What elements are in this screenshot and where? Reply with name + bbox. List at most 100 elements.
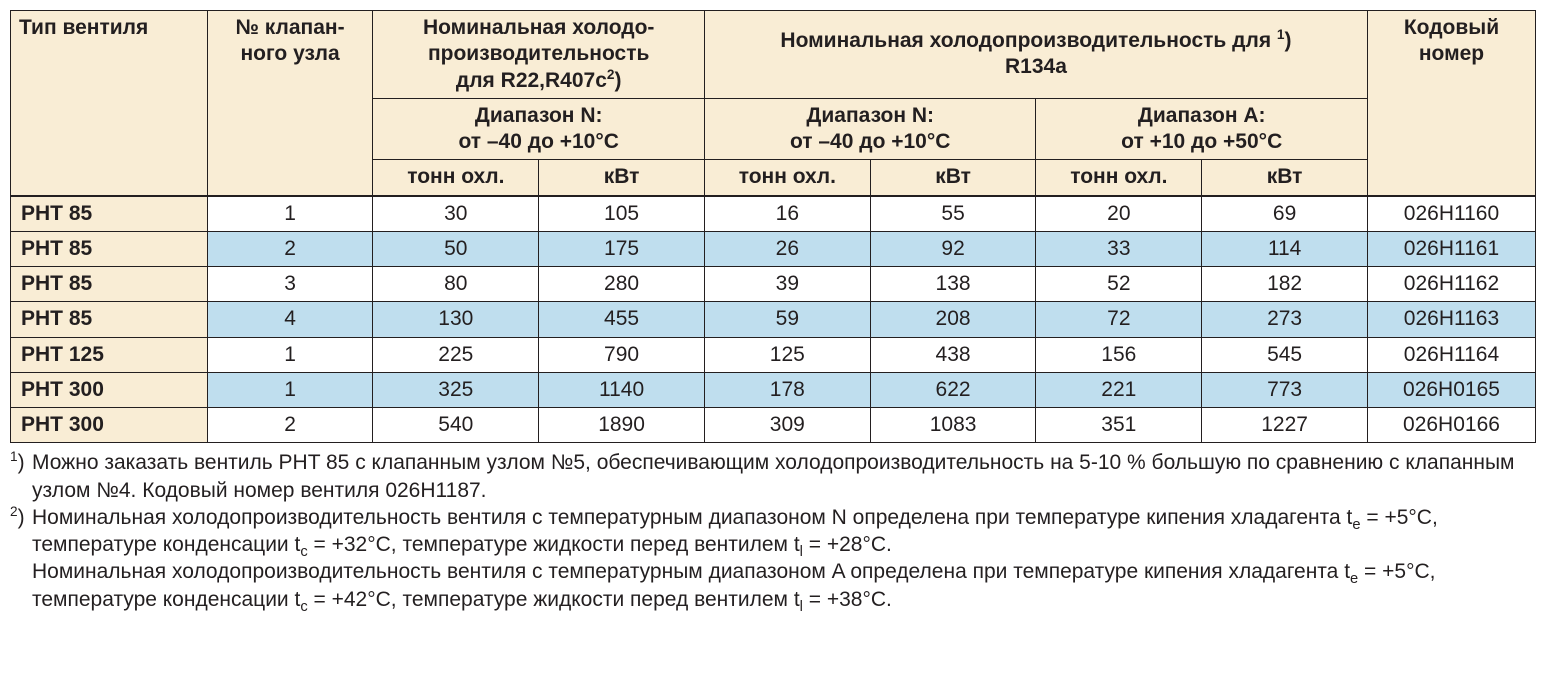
footnote-1-text: Можно заказать вентиль PHT 85 с клапанны…	[32, 449, 1536, 504]
col-r22-l1: Номинальная холодо-	[423, 16, 654, 39]
cell-valve-type: PHT 300	[11, 372, 208, 407]
footnotes: 1) Можно заказать вентиль PHT 85 с клапа…	[10, 449, 1536, 613]
col-code-l1: Кодовый	[1404, 16, 1499, 39]
fn2b4: = +38°C.	[803, 588, 892, 611]
cell-valve-no: 2	[207, 231, 373, 266]
r134a-rangeN-l2: от –40 до +10°C	[790, 130, 950, 153]
footnote-2: 2) Номинальная холодопроизводительность …	[10, 504, 1536, 613]
cell-r134aN-kw: 1083	[870, 408, 1036, 443]
cell-code: 026H1162	[1367, 267, 1535, 302]
cell-r134aA-tons: 20	[1036, 196, 1202, 232]
col-r134a-rangeN: Диапазон N: от –40 до +10°C	[704, 98, 1036, 160]
col-r134a-sup: 1	[1277, 27, 1285, 42]
cell-r22-tons: 50	[373, 231, 539, 266]
cell-r134aA-kw: 273	[1202, 302, 1368, 337]
cell-r134aA-tons: 33	[1036, 231, 1202, 266]
fn2a3: = +32°C, температуре жидкости перед вент…	[308, 533, 800, 556]
cell-r134aN-tons: 178	[704, 372, 870, 407]
col-valve-no: № клапан- ного узла	[207, 11, 373, 196]
cell-r134aA-tons: 351	[1036, 408, 1202, 443]
col-r22-rangeN: Диапазон N: от –40 до +10°C	[373, 98, 705, 160]
r22-rangeN-l1: Диапазон N:	[475, 104, 603, 127]
table-row: PHT 30013251140178622221773026H0165	[11, 372, 1536, 407]
cell-valve-no: 1	[207, 372, 373, 407]
cell-r134aA-kw: 114	[1202, 231, 1368, 266]
footnote-1-mark: 1)	[10, 449, 32, 504]
cell-r22-tons: 30	[373, 196, 539, 232]
cell-r22-tons: 325	[373, 372, 539, 407]
col-code-l2: номер	[1419, 42, 1484, 65]
unit-r134aA-tons: тонн охл.	[1036, 160, 1202, 196]
table-row: PHT 853802803913852182026H1162	[11, 267, 1536, 302]
r22-rangeN-l2: от –40 до +10°C	[458, 130, 618, 153]
cell-valve-type: PHT 85	[11, 267, 208, 302]
unit-r22-kw: кВт	[539, 160, 705, 196]
fn2ae: e	[1352, 517, 1360, 533]
cell-r134aN-tons: 125	[704, 337, 870, 372]
col-r134a-l1a: Номинальная холодопроизводительность для	[780, 29, 1276, 52]
cell-code: 026H1160	[1367, 196, 1535, 232]
cell-valve-no: 1	[207, 337, 373, 372]
col-r22-l3a: для R22,R407c	[456, 69, 607, 92]
col-r134a-group: Номинальная холодопроизводительность для…	[704, 11, 1367, 99]
cell-r134aN-kw: 208	[870, 302, 1036, 337]
cell-r134aA-tons: 156	[1036, 337, 1202, 372]
cell-r134aN-kw: 622	[870, 372, 1036, 407]
r134a-rangeA-l2: от +10 до +50°C	[1121, 130, 1282, 153]
cell-code: 026H0165	[1367, 372, 1535, 407]
footnote-1-sup: 1	[10, 449, 18, 464]
footnote-2-text: Номинальная холодопроизводительность вен…	[32, 504, 1536, 613]
r134a-rangeA-l1: Диапазон A:	[1138, 104, 1266, 127]
cell-r134aA-tons: 52	[1036, 267, 1202, 302]
table-row: PHT 8513010516552069026H1160	[11, 196, 1536, 232]
table-row: PHT 8541304555920872273026H1163	[11, 302, 1536, 337]
cell-r134aN-kw: 138	[870, 267, 1036, 302]
cell-r134aA-kw: 773	[1202, 372, 1368, 407]
fn2b1: Номинальная холодопроизводительность вен…	[32, 560, 1350, 583]
cell-r22-tons: 225	[373, 337, 539, 372]
footnote-2-sup: 2	[10, 504, 18, 519]
col-r22-group: Номинальная холодо- производительность д…	[373, 11, 705, 99]
col-valve-type: Тип вентиля	[11, 11, 208, 196]
col-valve-no-l1: № клапан-	[236, 16, 345, 39]
cell-r22-kw: 790	[539, 337, 705, 372]
fn2a4: = +28°C.	[803, 533, 892, 556]
col-r134a-rangeA: Диапазон A: от +10 до +50°C	[1036, 98, 1368, 160]
col-r22-l2: производительность	[428, 42, 649, 65]
col-r134a-l2: R134a	[1005, 55, 1067, 78]
cell-r134aA-kw: 545	[1202, 337, 1368, 372]
cell-valve-no: 2	[207, 408, 373, 443]
cell-code: 026H1161	[1367, 231, 1535, 266]
table-row: PHT 1251225790125438156545026H1164	[11, 337, 1536, 372]
cell-r134aN-tons: 26	[704, 231, 870, 266]
cell-r134aN-tons: 309	[704, 408, 870, 443]
fn2bc: c	[300, 599, 307, 615]
cell-r134aN-kw: 92	[870, 231, 1036, 266]
cell-r134aN-kw: 55	[870, 196, 1036, 232]
cell-r22-kw: 105	[539, 196, 705, 232]
cell-code: 026H1163	[1367, 302, 1535, 337]
cell-r134aA-kw: 69	[1202, 196, 1368, 232]
unit-r134aN-kw: кВт	[870, 160, 1036, 196]
cell-r134aA-tons: 72	[1036, 302, 1202, 337]
cell-code: 026H0166	[1367, 408, 1535, 443]
cell-r134aN-tons: 16	[704, 196, 870, 232]
cell-r22-kw: 1140	[539, 372, 705, 407]
footnote-2-suf: )	[18, 506, 25, 529]
cell-r22-tons: 80	[373, 267, 539, 302]
r134a-rangeN-l1: Диапазон N:	[806, 104, 934, 127]
col-code: Кодовый номер	[1367, 11, 1535, 196]
footnote-2-mark: 2)	[10, 504, 32, 613]
unit-r134aN-tons: тонн охл.	[704, 160, 870, 196]
cell-valve-type: PHT 85	[11, 231, 208, 266]
col-valve-no-l2: ного узла	[240, 42, 339, 65]
col-r134a-l1b: )	[1285, 29, 1292, 52]
cell-r22-tons: 130	[373, 302, 539, 337]
fn2ac: c	[300, 544, 307, 560]
table-row: PHT 85250175269233114026H1161	[11, 231, 1536, 266]
cell-r134aN-kw: 438	[870, 337, 1036, 372]
unit-r22-tons: тонн охл.	[373, 160, 539, 196]
cell-valve-type: PHT 85	[11, 196, 208, 232]
cell-r22-kw: 455	[539, 302, 705, 337]
table-body: PHT 8513010516552069026H1160PHT 85250175…	[11, 196, 1536, 443]
